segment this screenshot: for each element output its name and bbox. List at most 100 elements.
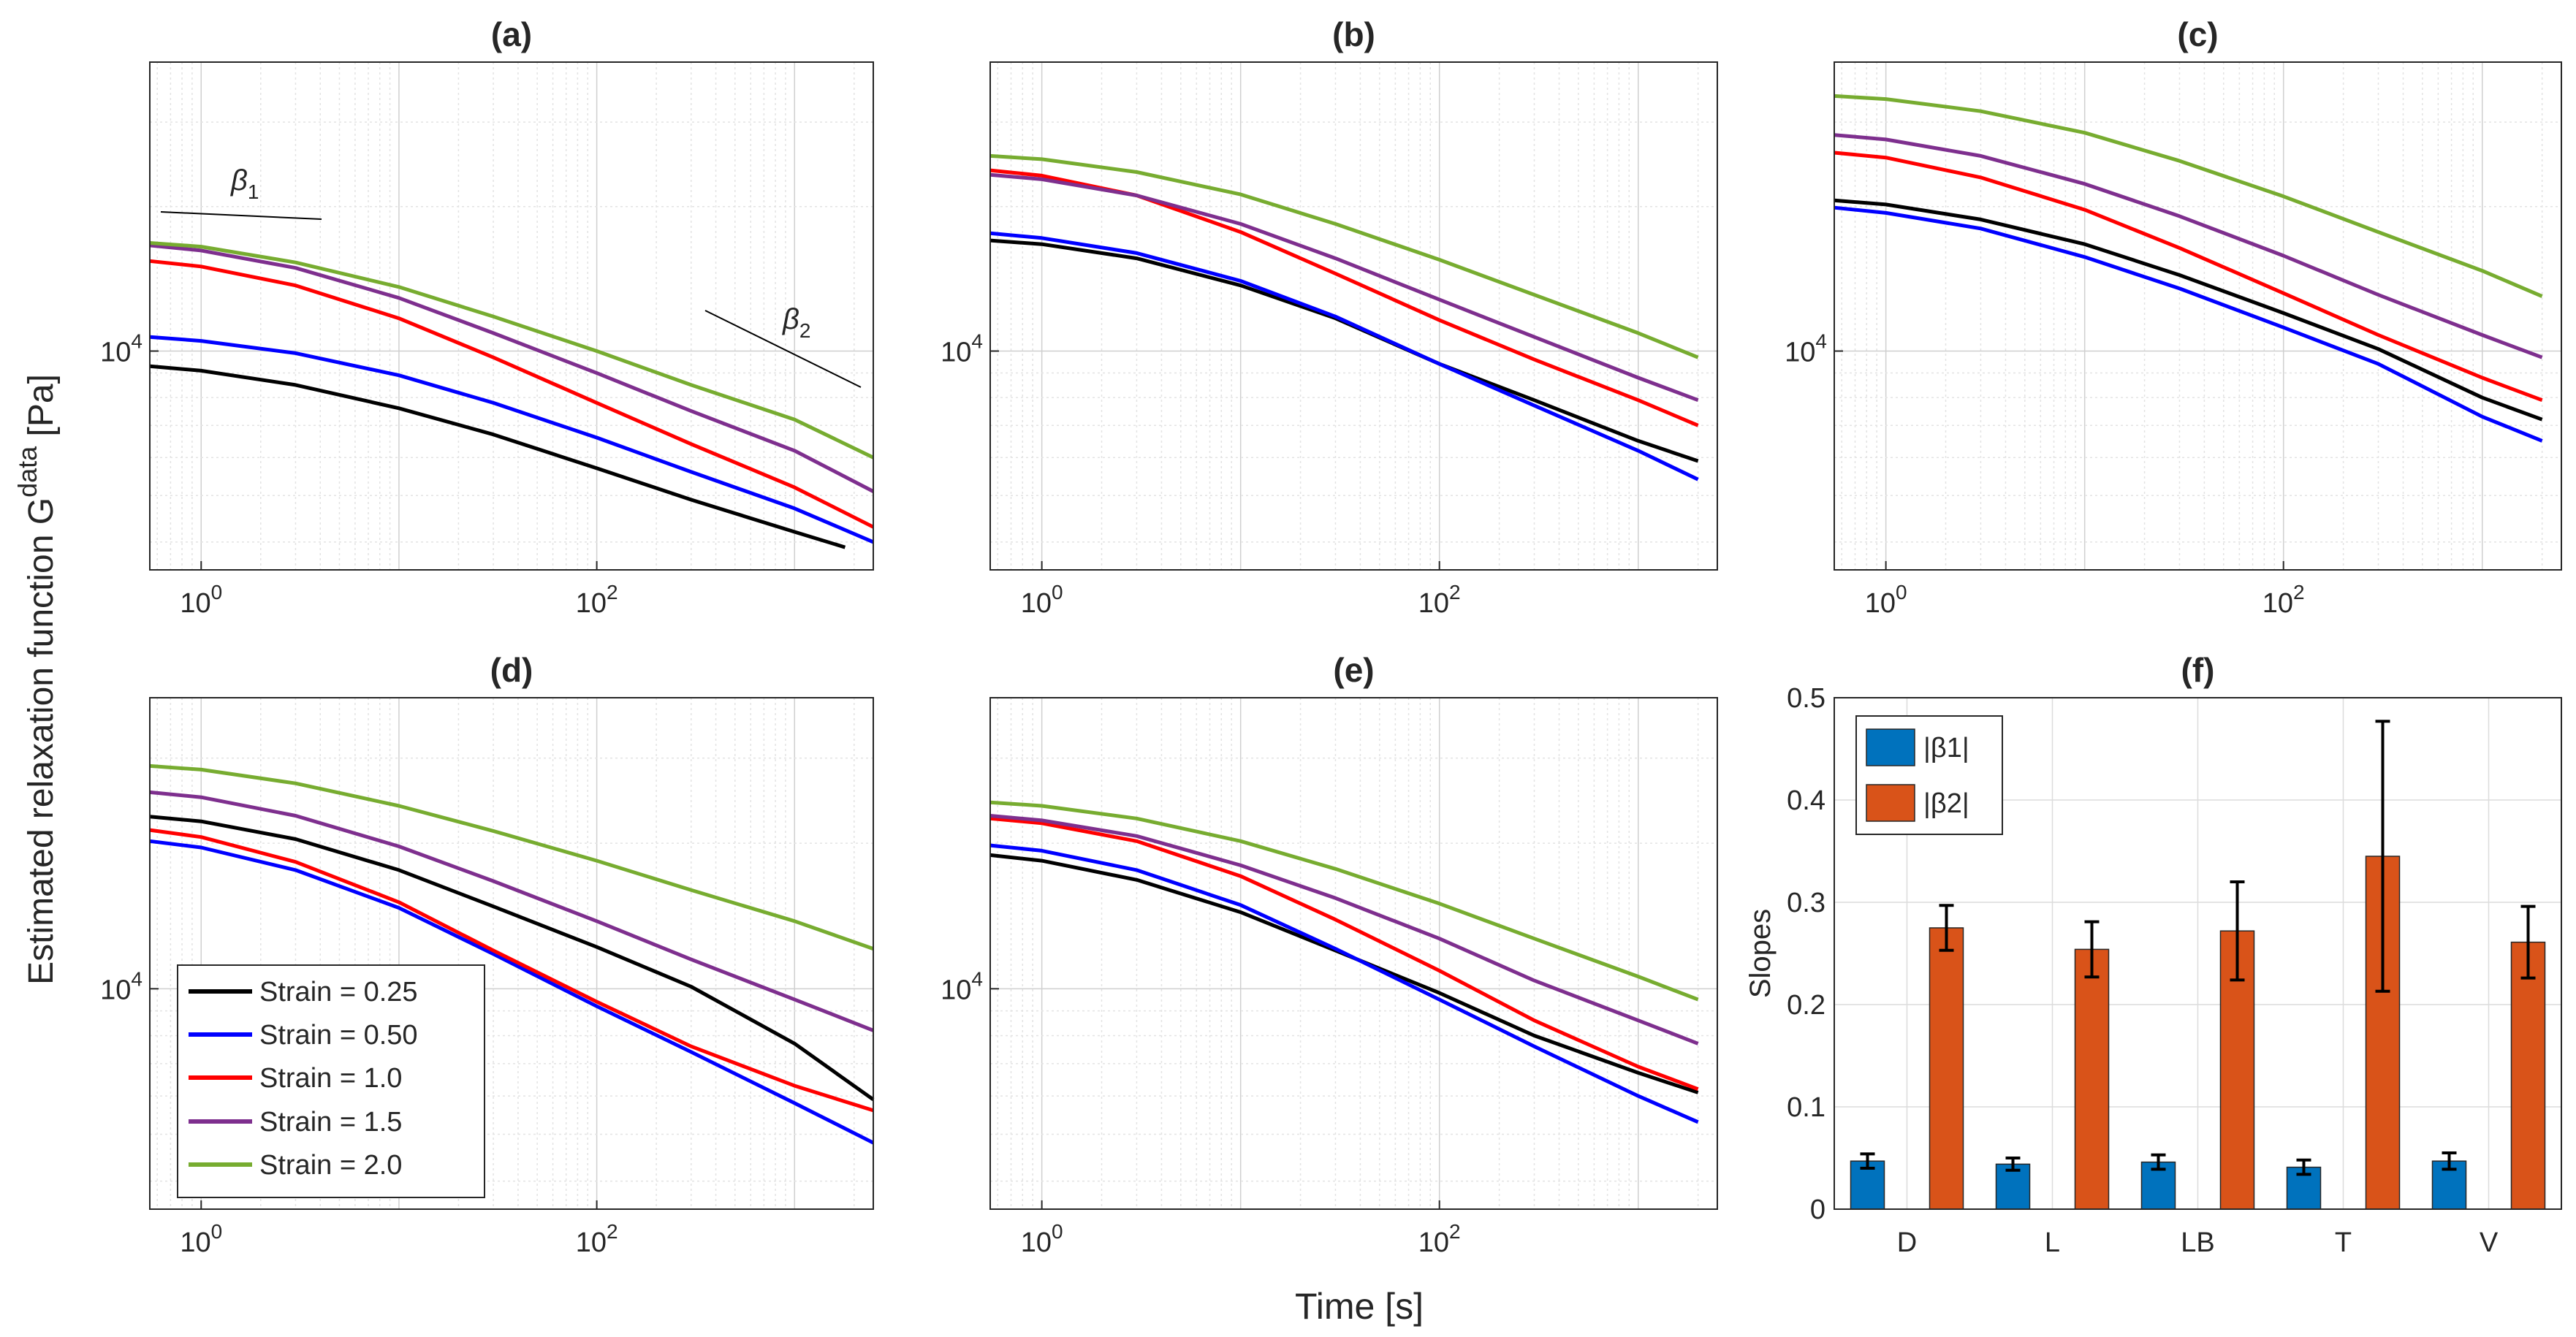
- legend-swatch: [1866, 728, 1915, 766]
- x-axis-label: Time [s]: [1295, 1286, 1424, 1327]
- tick-label: 100: [1021, 1220, 1063, 1258]
- series-line: [989, 814, 1699, 1045]
- series-line: [989, 153, 1699, 359]
- tick-label: 102: [576, 1220, 618, 1258]
- series-line: [149, 828, 874, 1113]
- category-label: L: [2045, 1227, 2060, 1258]
- tick-label: 0.1: [1787, 1092, 1825, 1123]
- axes-box: [149, 61, 874, 571]
- series-line: [989, 231, 1699, 481]
- beta1-subscript: 1: [248, 180, 259, 203]
- legend-label: Strain = 1.5: [259, 1107, 402, 1138]
- panel-a: (a) 100 102 104: [100, 15, 875, 619]
- series-line: [989, 816, 1699, 1092]
- slopes-axis-label: Slopes: [1744, 909, 1777, 998]
- series-line: [149, 763, 874, 951]
- tick-label: 104: [941, 330, 983, 367]
- beta1-label: β1: [230, 164, 259, 203]
- series-line: [149, 335, 874, 544]
- series-line: [989, 853, 1699, 1094]
- panel-title: (f): [2181, 651, 2215, 689]
- panel-title: (e): [1333, 651, 1374, 689]
- grid: [1834, 61, 2561, 570]
- axes-box: [1834, 61, 2562, 571]
- series-line: [149, 790, 874, 1032]
- legend-entry: Strain = 0.50: [189, 1020, 418, 1051]
- panel-b: (b) 100 102 104: [941, 15, 1718, 619]
- axes-box: [989, 61, 1718, 571]
- category-label: V: [2480, 1227, 2499, 1258]
- slopes-legend: |β1| |β2|: [1855, 715, 2003, 835]
- tick-label: 104: [100, 967, 143, 1005]
- panel-e: (e) 100 102 104: [941, 651, 1718, 1258]
- beta1-symbol: β: [230, 164, 248, 197]
- tick-label: 100: [1021, 581, 1063, 619]
- panel-title: (d): [490, 651, 533, 689]
- tick-label: 102: [1418, 1220, 1461, 1258]
- category-label: LB: [2181, 1227, 2214, 1258]
- legend-label: Strain = 0.25: [259, 977, 418, 1007]
- tick-label: 100: [1865, 581, 1907, 619]
- grid: [990, 61, 1717, 570]
- legend-box: [177, 964, 485, 1198]
- legend-label: Strain = 0.50: [259, 1020, 418, 1051]
- y-axis-label: Estimated relaxation function Gdata [Pa]: [12, 374, 61, 985]
- beta2-subscript: 2: [799, 319, 811, 342]
- y-axis-label-sup: data: [12, 446, 42, 498]
- tick-label: 100: [180, 1220, 222, 1258]
- series-line: [149, 815, 875, 1102]
- panel-title: (b): [1332, 15, 1375, 53]
- series-line: [1834, 151, 2543, 403]
- beta-annotations: β1 β2: [160, 164, 862, 388]
- tick-label: 104: [941, 967, 983, 1005]
- series-line: [149, 839, 875, 1145]
- beta2-symbol: β: [782, 303, 799, 335]
- legend-swatch: [1866, 784, 1915, 822]
- tick-label: 104: [1785, 330, 1827, 367]
- bar: [2510, 941, 2546, 1210]
- bar: [2074, 948, 2110, 1210]
- tick-label: 0.2: [1787, 990, 1825, 1021]
- series-line: [1834, 94, 2543, 298]
- tick-label: 0.5: [1787, 683, 1825, 714]
- y-axis-label-unit: [Pa]: [22, 374, 61, 446]
- tick-label: 102: [2262, 581, 2305, 619]
- panel-title: (c): [2177, 15, 2218, 53]
- panel-f: (f) 0 0.1 0.2 0.3 0.4 0.5 D L LB T V Slopes |β1| |β2|: [1744, 651, 2562, 1258]
- strain-legend: Strain = 0.25 Strain = 0.50 Strain = 1.0…: [177, 964, 485, 1198]
- series-line: [149, 241, 875, 460]
- category-label: T: [2335, 1227, 2352, 1258]
- panel-c: (c) 100 102 104: [1785, 15, 2562, 619]
- series-line: [989, 800, 1699, 1002]
- category-label: D: [1897, 1227, 1917, 1258]
- series-line: [1834, 205, 2543, 443]
- tick-label: 102: [1418, 581, 1461, 619]
- y-axis-label-text: Estimated relaxation function G: [22, 498, 61, 985]
- tick-label: 104: [100, 330, 143, 367]
- series-line: [149, 259, 875, 529]
- legend-label: |β1|: [1923, 733, 1969, 763]
- panel-d: (d) 100 102 104: [100, 651, 875, 1258]
- grid: [990, 697, 1717, 1209]
- beta1-line: [160, 211, 322, 220]
- axes-box: [149, 697, 874, 1210]
- legend-label: Strain = 2.0: [259, 1150, 402, 1181]
- axes-box: [1834, 697, 2562, 1210]
- tick-label: 102: [576, 581, 618, 619]
- tick-label: 0.4: [1787, 785, 1825, 816]
- legend-entry: Strain = 1.5: [189, 1107, 402, 1138]
- tick-label: 100: [180, 581, 222, 619]
- series-line: [989, 172, 1699, 403]
- legend-entry: Strain = 2.0: [189, 1150, 402, 1181]
- axes-box: [989, 697, 1718, 1210]
- panel-title: (a): [491, 15, 532, 53]
- beta2-line: [704, 310, 862, 388]
- legend-entry: Strain = 0.25: [189, 977, 418, 1007]
- series-line: [1834, 133, 2543, 359]
- legend-label: |β2|: [1923, 788, 1969, 819]
- tick-label: 0: [1810, 1195, 1825, 1225]
- series-line: [149, 364, 846, 549]
- series-line: [989, 168, 1699, 427]
- series-line: [149, 243, 875, 493]
